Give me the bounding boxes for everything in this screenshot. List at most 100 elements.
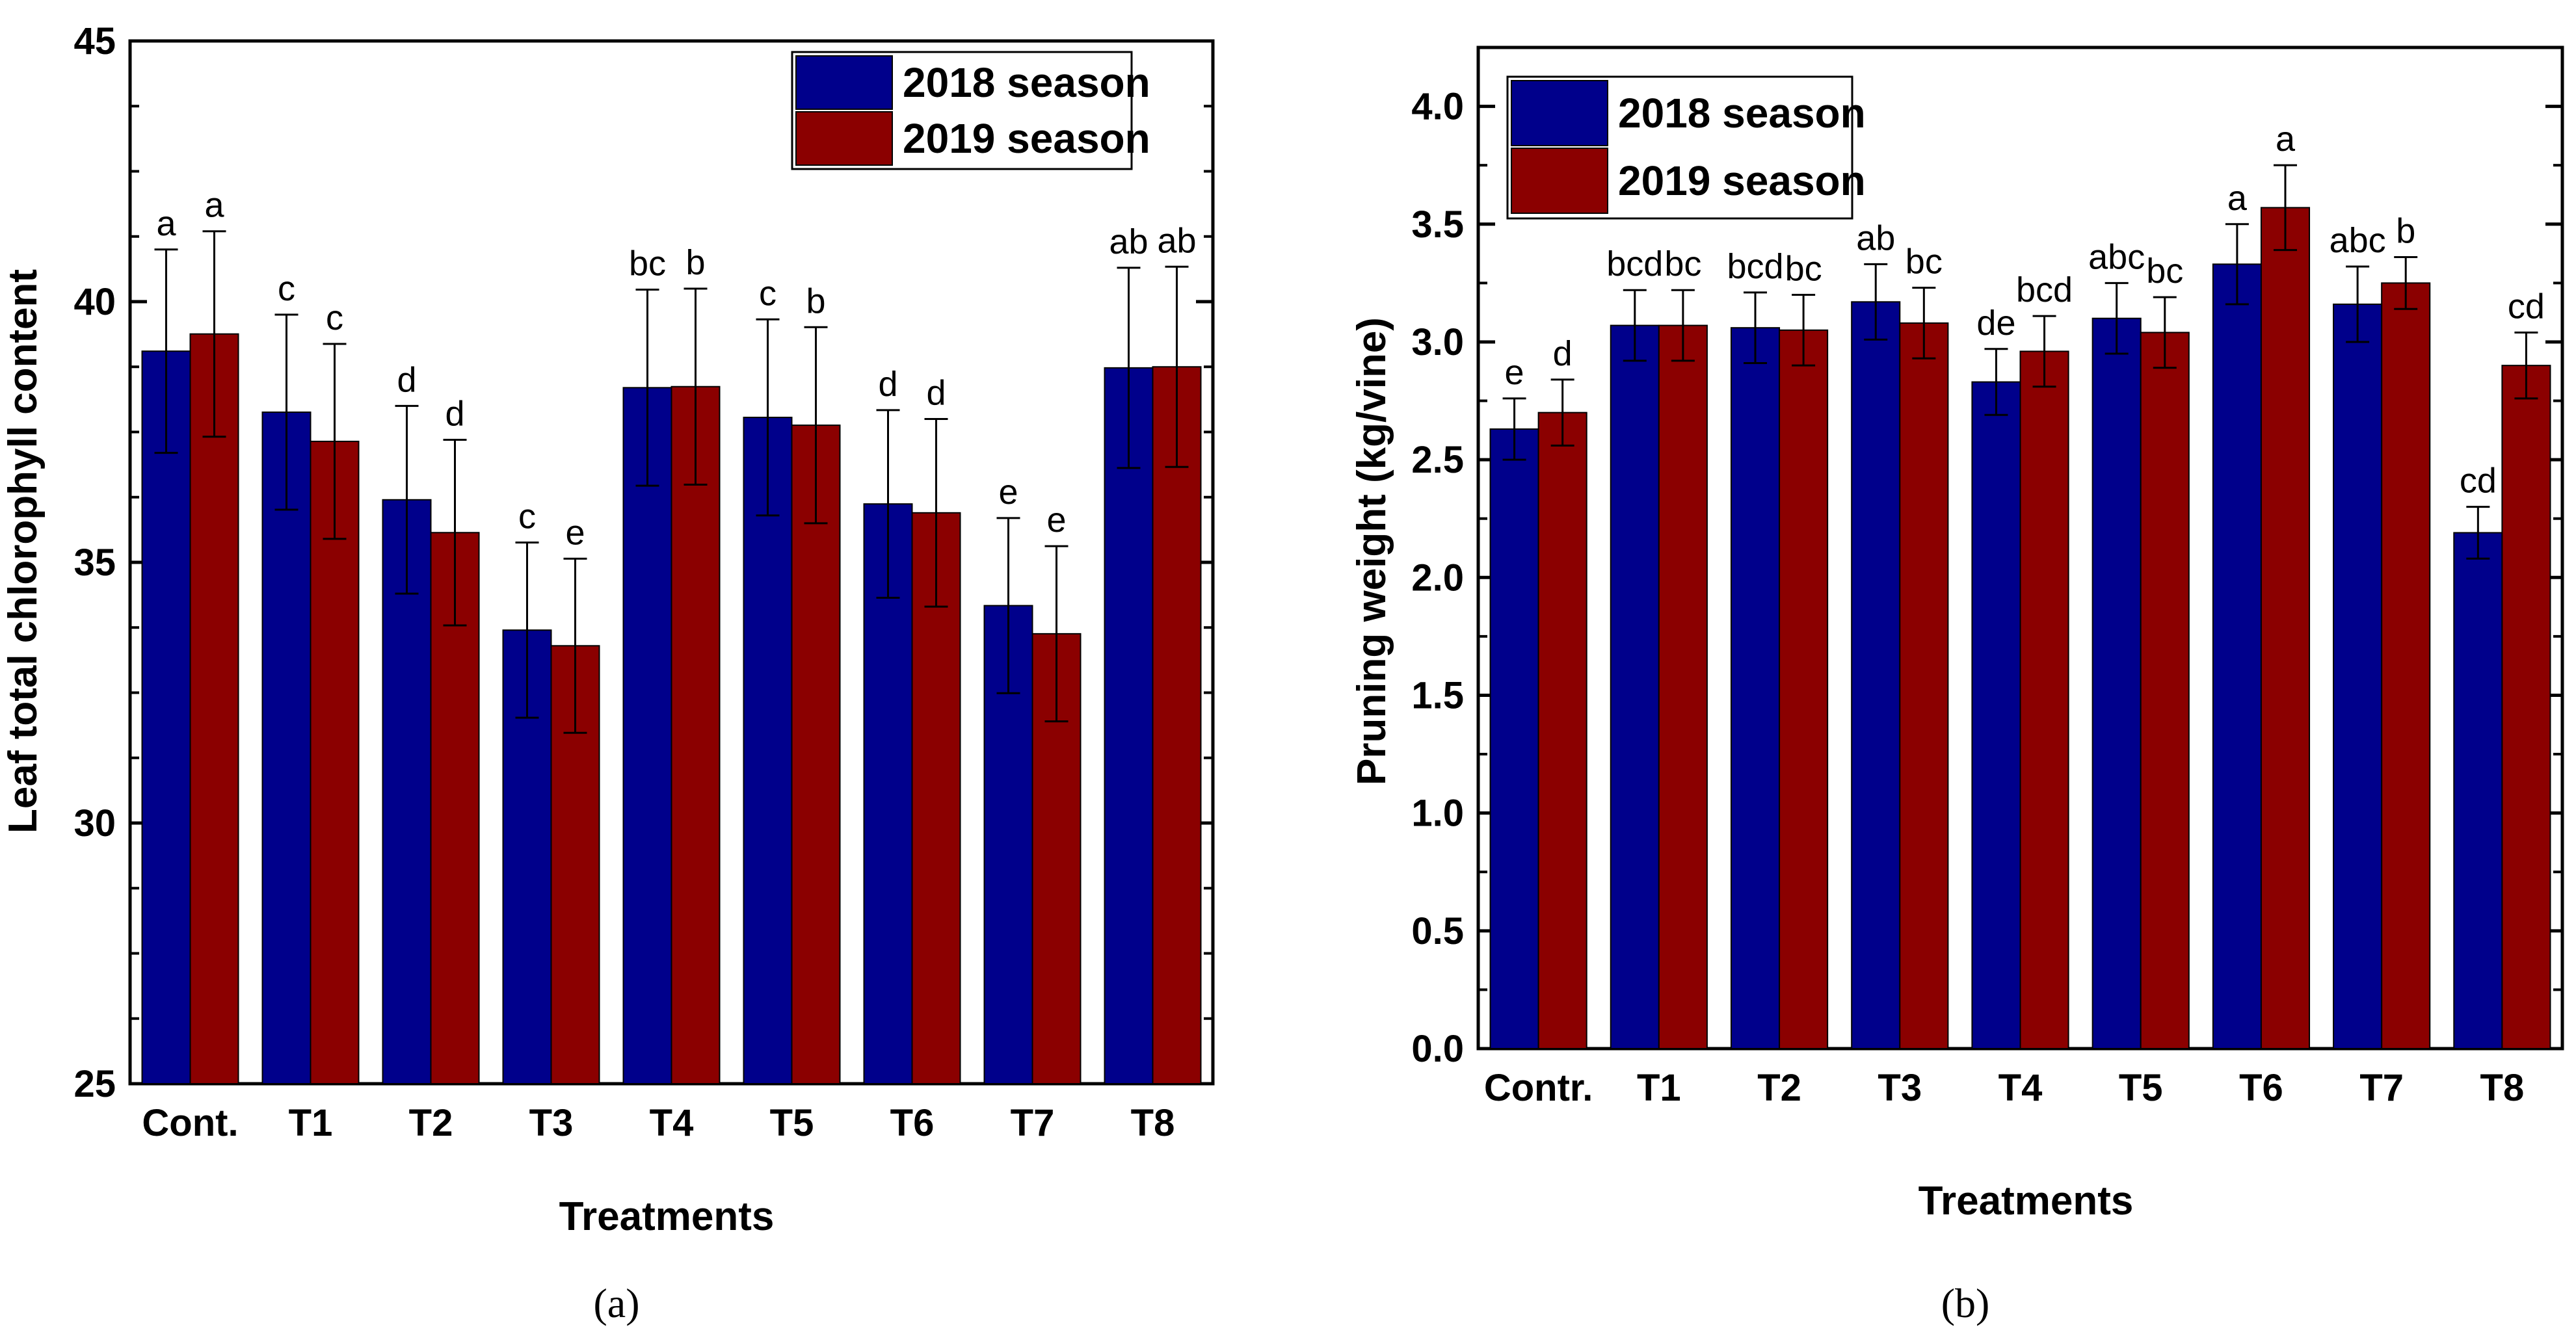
- chart-b-significance-letter: a: [2227, 179, 2248, 218]
- chart-b-significance-letter: bc: [1664, 244, 1701, 283]
- chart-a-significance-letter: b: [685, 243, 705, 282]
- chart-a-bar-2019-season-T4: [671, 386, 721, 1085]
- chart-b-bar-2018-season-Contr: [1489, 428, 1539, 1049]
- chart-b-bar-2018-season-T2: [1730, 327, 1781, 1050]
- chart-b-bar-2019-season-Contr: [1537, 412, 1587, 1049]
- chart-a-significance-letter: e: [565, 513, 585, 552]
- chart-b-bar-2019-season-T4: [2019, 350, 2069, 1049]
- chart-a-ytick-label: 25: [73, 1063, 116, 1105]
- chart-b-significance-letter: bcd: [1606, 244, 1663, 283]
- chart-b-bar-2019-season-T2: [1779, 329, 1829, 1050]
- chart-b-ylabel: Pruning weight (kg/vine): [1349, 317, 1394, 785]
- chart-a-xtick-label: T6: [890, 1102, 935, 1144]
- chart-a-bar-2018-season-T6: [863, 503, 913, 1084]
- chart-b-ytick-label: 2.5: [1411, 439, 1464, 481]
- chart-a-ytick-label: 30: [73, 802, 116, 844]
- chart-b-xtick-label: T4: [1998, 1067, 2043, 1109]
- chart-b-significance-letter: e: [1505, 353, 1524, 392]
- chart-b-xtick-label: T7: [2359, 1067, 2404, 1109]
- chart-panel-b: Pruning weight (kg/vine) Treatments (b) …: [1349, 46, 2564, 1326]
- chart-a-bar-2019-season-T1: [310, 440, 360, 1084]
- chart-a-bar-2019-season-T8: [1152, 366, 1202, 1084]
- chart-a-legend-label: 2018 season: [903, 59, 1150, 106]
- chart-a-xtick-label: T5: [770, 1102, 814, 1144]
- chart-b-panel-label: (b): [1941, 1280, 1990, 1326]
- chart-b-significance-letter: de: [1976, 304, 2015, 343]
- chart-b-significance-letter: bcd: [1727, 247, 1783, 286]
- chart-b-significance-letter: bc: [1905, 242, 1943, 281]
- chart-a-bar-2018-season-T5: [743, 417, 793, 1085]
- chart-b-ytick-label: 2.0: [1411, 556, 1464, 599]
- chart-a-significance-letter: a: [204, 186, 224, 225]
- chart-b-significance-letter: cd: [2460, 462, 2497, 501]
- chart-b-bar-2018-season-T5: [2091, 317, 2142, 1049]
- chart-b-significance-letter: bc: [2146, 252, 2183, 291]
- chart-b-xtick-label: T2: [1757, 1067, 1801, 1109]
- chart-a-significance-letter: bc: [629, 244, 666, 283]
- chart-b-bar-2019-season-T6: [2260, 207, 2311, 1049]
- chart-panel-a: Leaf total chlorophyll content Treatment…: [1, 20, 1215, 1326]
- chart-b-significance-letter: bc: [1785, 249, 1822, 288]
- chart-a-xtick-label: Cont.: [142, 1102, 238, 1144]
- chart-b-significance-letter: bcd: [2016, 270, 2073, 309]
- chart-b-bar-2019-season-T7: [2381, 282, 2431, 1050]
- chart-a-significance-letter: b: [806, 281, 825, 320]
- chart-b-significance-letter: a: [2276, 120, 2296, 159]
- chart-b-xtick-label: T6: [2239, 1067, 2283, 1109]
- chart-a-xtick-label: T7: [1011, 1102, 1055, 1144]
- chart-a-significance-letter: e: [998, 473, 1018, 512]
- chart-b-significance-letter: cd: [2508, 287, 2545, 326]
- chart-a-xtick-label: T2: [409, 1102, 453, 1144]
- chart-b-legend-label: 2018 season: [1618, 90, 1866, 137]
- chart-a-legend-label: 2019 season: [903, 115, 1150, 162]
- chart-b-xtick-label: Contr.: [1484, 1067, 1593, 1109]
- chart-b-bar-2018-season-T4: [1971, 381, 2021, 1050]
- chart-b-bar-2018-season-T8: [2453, 532, 2503, 1049]
- chart-a-ylabel: Leaf total chlorophyll content: [1, 269, 46, 833]
- chart-b-bar-2018-season-T7: [2333, 303, 2383, 1049]
- chart-a-bar-2018-season-T4: [622, 387, 672, 1085]
- chart-b-xtick-label: T3: [1878, 1067, 1922, 1109]
- chart-b-significance-letter: abc: [2330, 221, 2386, 260]
- chart-a-xtick-label: T1: [289, 1102, 333, 1144]
- chart-a-xlabel: Treatments: [559, 1194, 775, 1239]
- chart-b-significance-letter: b: [2396, 211, 2415, 250]
- chart-b-significance-letter: ab: [1856, 218, 1895, 257]
- chart-a-xtick-label: T8: [1131, 1102, 1175, 1144]
- chart-b-ytick-label: 3.5: [1411, 203, 1464, 246]
- chart-b-ytick-label: 1.0: [1411, 792, 1464, 835]
- chart-b-ytick-label: 4.0: [1411, 86, 1464, 128]
- chart-a-ytick-label: 40: [73, 281, 116, 323]
- chart-a-significance-letter: d: [445, 395, 464, 434]
- chart-b-bar-2019-season-T3: [1899, 322, 1949, 1050]
- chart-a-bar-2018-season-T8: [1104, 367, 1154, 1084]
- chart-b-ytick-label: 0.5: [1411, 910, 1464, 952]
- chart-a-significance-letter: c: [518, 497, 536, 536]
- chart-a-significance-letter: c: [759, 274, 777, 313]
- chart-b-bar-2018-season-T6: [2212, 263, 2262, 1049]
- chart-b-bar-2019-season-T5: [2140, 332, 2190, 1050]
- chart-a-xtick-label: T4: [650, 1102, 694, 1144]
- chart-b-significance-letter: d: [1553, 334, 1573, 373]
- chart-b-significance-letter: abc: [2088, 237, 2145, 276]
- chart-b-legend-swatch: [1511, 148, 1608, 214]
- chart-a-significance-letter: d: [397, 360, 416, 399]
- chart-b-xlabel: Treatments: [1919, 1179, 2134, 1223]
- chart-a-xtick-label: T3: [529, 1102, 574, 1144]
- chart-b-bar-2018-season-T3: [1851, 301, 1901, 1049]
- chart-a-significance-letter: a: [156, 204, 176, 243]
- chart-b-bar-2019-season-T8: [2501, 365, 2551, 1049]
- chart-a-bar-2019-season-T6: [911, 512, 961, 1084]
- chart-b-legend-swatch: [1511, 80, 1608, 146]
- chart-b-xtick-label: T8: [2480, 1067, 2525, 1109]
- chart-a-significance-letter: e: [1046, 501, 1066, 540]
- chart-a-ytick-label: 45: [73, 20, 116, 62]
- chart-a-significance-letter: ab: [1109, 222, 1148, 261]
- chart-a-bar-2019-season-Cont: [189, 333, 239, 1084]
- chart-a-panel-label: (a): [593, 1280, 639, 1326]
- chart-b-ytick-label: 3.0: [1411, 321, 1464, 363]
- chart-b-xtick-label: T5: [2119, 1067, 2163, 1109]
- chart-b-xtick-label: T1: [1637, 1067, 1681, 1109]
- chart-a-significance-letter: ab: [1157, 221, 1196, 260]
